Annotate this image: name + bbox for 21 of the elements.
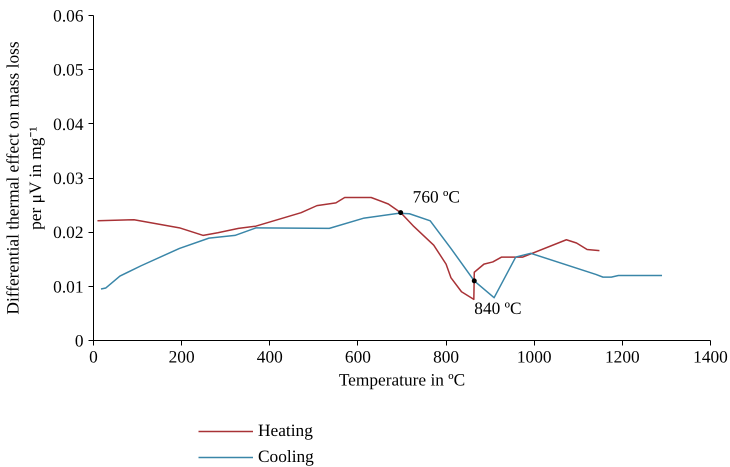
annotation: 760 ºC bbox=[412, 188, 460, 207]
x-tick-label: 0 bbox=[89, 348, 98, 366]
x-axis-title: Temperature in ºC bbox=[338, 370, 466, 390]
legend-label: Heating bbox=[258, 421, 313, 441]
annotation: 840 ºC bbox=[474, 298, 522, 318]
x-tick-label: 1200 bbox=[605, 348, 640, 366]
x-tick-label: 400 bbox=[256, 348, 283, 366]
y-tick-label: 0.03 bbox=[53, 169, 84, 188]
y-axis-title: Differential thermal effect on mass loss per μV in mg⁻¹ bbox=[3, 41, 46, 315]
y-tick-label: 0 bbox=[74, 332, 84, 350]
x-tick-label: 200 bbox=[168, 348, 195, 366]
x-tick-label: 800 bbox=[433, 348, 460, 366]
x-tick-label: 1400 bbox=[693, 348, 728, 366]
y-tick-label: 0.02 bbox=[53, 223, 84, 242]
y-tick-label: 0.05 bbox=[53, 60, 84, 80]
y-tick-label: 0.04 bbox=[53, 114, 84, 134]
x-tick-label: 1000 bbox=[516, 348, 552, 366]
y-tick-label: 0.06 bbox=[53, 6, 84, 26]
legend-label: Cooling bbox=[258, 447, 314, 467]
x-tick-label: 600 bbox=[344, 348, 371, 366]
y-tick-label: 0.01 bbox=[53, 277, 84, 296]
